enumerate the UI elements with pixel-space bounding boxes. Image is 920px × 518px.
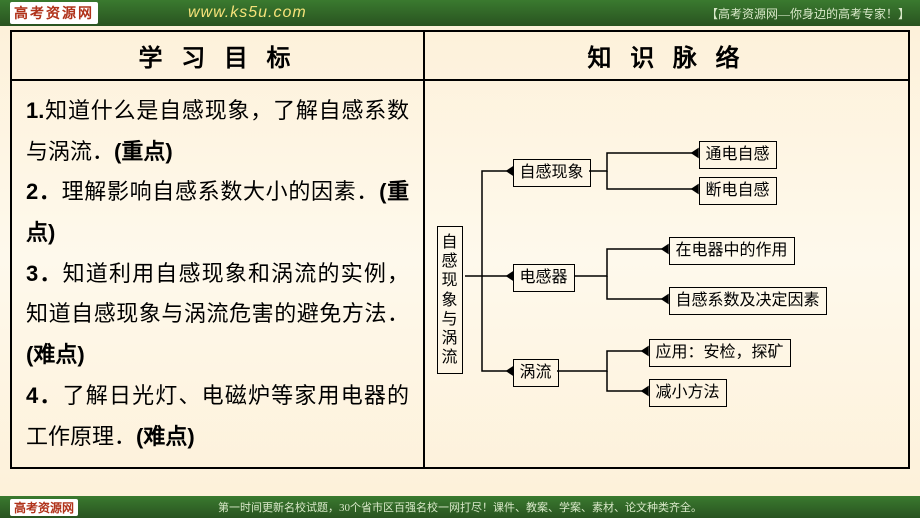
logo-area: 高考资源网 — [10, 2, 98, 24]
site-logo: 高考资源网 — [10, 2, 98, 24]
header-knowledge: 知 识 脉 络 — [424, 31, 909, 80]
objective-2: 2．理解影响自感系数大小的因素．(重点) — [26, 172, 409, 253]
bottom-logo: 高考资源网 — [10, 499, 78, 516]
node-diangan: 电感器 — [513, 264, 575, 292]
objective-4: 4．了解日光灯、电磁炉等家用电器的工作原理．(难点) — [26, 376, 409, 457]
node-xishu: 自感系数及决定因素 — [669, 287, 827, 315]
node-jianxiao: 减小方法 — [649, 379, 727, 407]
node-tongdian: 通电自感 — [699, 141, 777, 169]
node-root: 自感现象与涡流 — [437, 226, 463, 374]
site-url: www.ks5u.com — [188, 4, 307, 22]
node-zuoyong: 在电器中的作用 — [669, 237, 795, 265]
node-zigan: 自感现象 — [513, 159, 591, 187]
objective-1: 1.知道什么是自感现象，了解自感系数与涡流．(重点) — [26, 91, 409, 172]
objectives-cell: 1.知道什么是自感现象，了解自感系数与涡流．(重点) 2．理解影响自感系数大小的… — [11, 80, 424, 468]
node-woliu: 涡流 — [513, 359, 559, 387]
site-slogan: 【高考资源网—你身边的高考专家！】 — [706, 5, 910, 22]
main-table: 学 习 目 标 知 识 脉 络 1.知道什么是自感现象，了解自感系数与涡流．(重… — [10, 30, 910, 469]
node-yingyong: 应用：安检，探矿 — [649, 339, 791, 367]
header-objectives: 学 习 目 标 — [11, 31, 424, 80]
bottom-banner: 高考资源网 第一时间更新名校试题，30个省市区百强名校一网打尽！课件、教案、学案… — [0, 496, 920, 518]
diagram-cell: 自感现象与涡流 自感现象 电感器 涡流 通电自感 断电自感 在电器中的作用 自感… — [424, 80, 909, 468]
bottom-text: 第一时间更新名校试题，30个省市区百强名校一网打尽！课件、教案、学案、素材、论文… — [218, 499, 702, 515]
objective-3: 3．知道利用自感现象和涡流的实例，知道自感现象与涡流危害的避免方法．(难点) — [26, 254, 409, 376]
node-duandian: 断电自感 — [699, 177, 777, 205]
knowledge-diagram: 自感现象与涡流 自感现象 电感器 涡流 通电自感 断电自感 在电器中的作用 自感… — [437, 141, 897, 421]
top-banner: 高考资源网 www.ks5u.com 【高考资源网—你身边的高考专家！】 — [0, 0, 920, 26]
